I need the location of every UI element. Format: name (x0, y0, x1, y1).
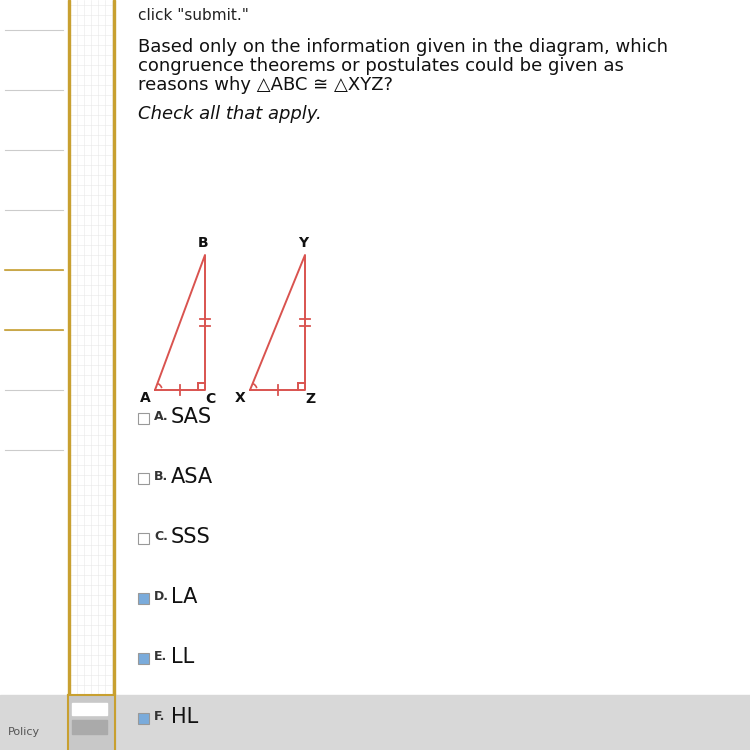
Bar (138, 472, 149, 484)
Text: E.: E. (154, 650, 167, 664)
Bar (0, 0, 68, 750)
Text: B: B (198, 236, 208, 250)
Text: F.: F. (154, 710, 165, 724)
Bar (138, 652, 149, 664)
Text: Based only on the information given in the diagram, which: Based only on the information given in t… (138, 38, 668, 56)
Bar (0, 695, 750, 750)
Text: X: X (235, 391, 245, 405)
Text: SAS: SAS (171, 407, 212, 427)
Text: click "submit.": click "submit." (138, 8, 249, 23)
Text: LL: LL (171, 647, 194, 667)
Text: C: C (205, 392, 215, 406)
Text: B.: B. (154, 470, 168, 484)
Bar (138, 532, 149, 544)
Bar (138, 413, 149, 424)
Text: D.: D. (154, 590, 169, 604)
Text: congruence theorems or postulates could be given as: congruence theorems or postulates could … (138, 57, 624, 75)
Text: Z: Z (305, 392, 315, 406)
Bar (113, 0, 115, 695)
Text: A: A (140, 391, 150, 405)
Bar (72, 703, 107, 715)
Text: reasons why △ABC ≅ △XYZ?: reasons why △ABC ≅ △XYZ? (138, 76, 393, 94)
Text: A.: A. (154, 410, 169, 424)
Text: LA: LA (171, 587, 197, 607)
Bar (68, 695, 115, 750)
Text: SSS: SSS (171, 527, 211, 547)
Bar (68, 0, 70, 695)
Text: C.: C. (154, 530, 168, 544)
Text: ASA: ASA (171, 467, 213, 487)
Text: Y: Y (298, 236, 308, 250)
Bar (138, 712, 149, 724)
Bar (138, 592, 149, 604)
Text: HL: HL (171, 707, 198, 727)
Bar (72, 720, 107, 734)
Text: Check all that apply.: Check all that apply. (138, 105, 322, 123)
Text: Policy: Policy (8, 727, 40, 737)
